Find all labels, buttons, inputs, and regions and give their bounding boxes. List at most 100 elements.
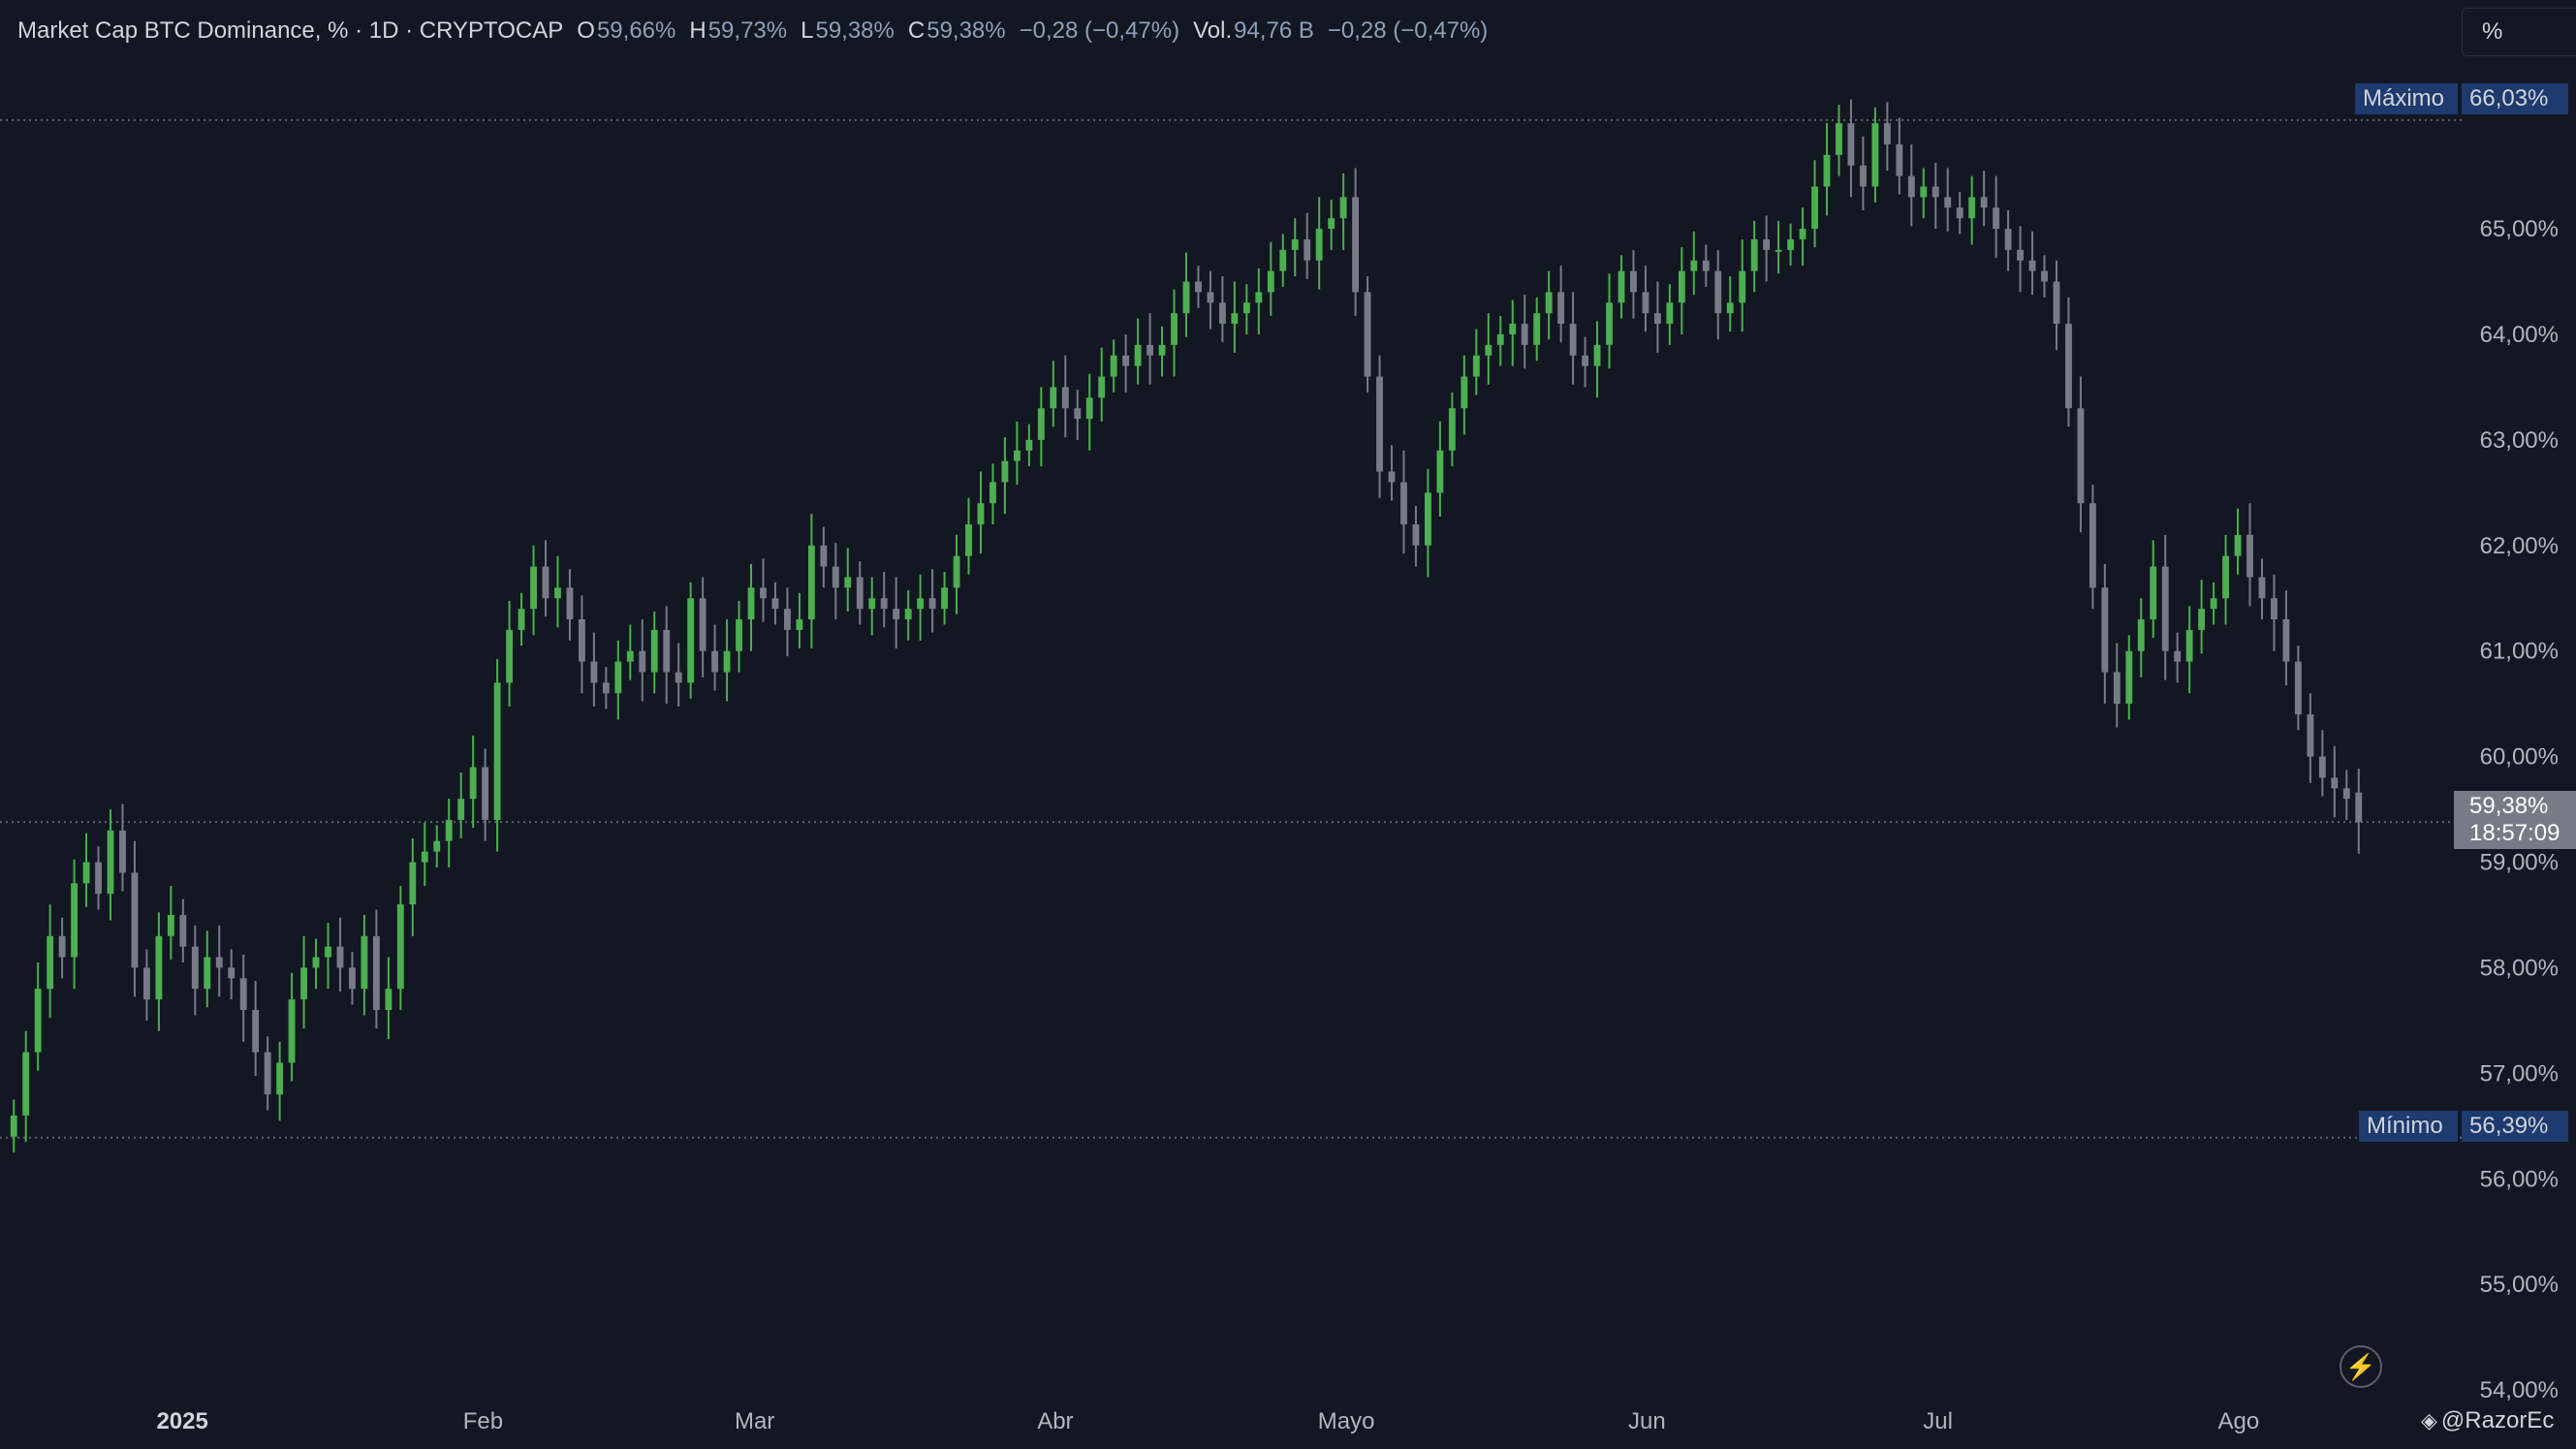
time-axis[interactable]: 2025 Feb Mar Abr Mayo Jun Jul Ago: [156, 1408, 2259, 1434]
candle-body: [215, 957, 223, 968]
candle-body: [1364, 292, 1371, 377]
candle-body: [2077, 408, 2085, 504]
candle-body: [71, 883, 79, 958]
candle-body: [1061, 387, 1069, 409]
candle-body: [2318, 756, 2326, 778]
candle-body: [2053, 281, 2060, 325]
candle-body: [167, 914, 174, 936]
candle-body: [10, 1115, 17, 1137]
y-tick-label: 65,00%: [2480, 216, 2559, 242]
candle-body: [2246, 534, 2253, 578]
lightning-icon[interactable]: ⚡: [2340, 1345, 2382, 1388]
candle-body: [421, 851, 428, 863]
candle-body: [1472, 355, 1480, 377]
candle-body: [1496, 333, 1504, 345]
candle-body: [1207, 292, 1214, 303]
candle-body: [1630, 270, 1637, 293]
percent-scale-button[interactable]: %: [2462, 8, 2576, 56]
candle-body: [990, 482, 996, 504]
candle-body: [1920, 186, 1928, 198]
price-axis[interactable]: 54,00% 55,00% 56,00% 57,00% 58,00% 59,00% 60,0…: [2480, 216, 2559, 1403]
candle-body: [493, 682, 501, 820]
candle-body: [252, 1010, 260, 1053]
y-tick-label: 61,00%: [2480, 639, 2559, 665]
candle-body: [614, 661, 622, 694]
candle-body: [1110, 355, 1117, 377]
candle-body: [675, 672, 682, 683]
y-tick-label: 63,00%: [2480, 427, 2559, 454]
candle-body: [602, 682, 610, 694]
symbol-title[interactable]: Market Cap BTC Dominance, % · 1D · CRYPT…: [17, 17, 564, 44]
candle-body: [699, 598, 707, 651]
candle-body: [58, 935, 66, 958]
candle-body: [34, 989, 42, 1053]
candle-body: [372, 935, 380, 1011]
candle-body: [276, 1062, 284, 1095]
candle-body: [1739, 270, 1746, 303]
candle-body: [1013, 450, 1021, 461]
candle-body: [1702, 260, 1710, 271]
candle-body: [482, 767, 489, 820]
candle-body: [1690, 260, 1698, 271]
candle-body: [2113, 672, 2120, 705]
candle-body: [300, 967, 307, 1000]
candle-body: [566, 587, 574, 620]
candle-body: [542, 566, 550, 599]
candle-body: [119, 830, 126, 873]
candle-body: [1195, 281, 1202, 293]
candle-body: [1545, 292, 1553, 314]
x-tick-label: Feb: [463, 1408, 503, 1434]
candle-body: [2017, 249, 2024, 261]
candle-body: [578, 619, 585, 662]
watermark-text: @RazorEc: [2440, 1407, 2555, 1433]
candle-body: [1569, 324, 1577, 356]
candle-body: [1775, 249, 1782, 252]
high-value: H 59,73%: [689, 17, 788, 44]
candle-body: [590, 661, 598, 683]
candle-body: [1400, 482, 1407, 525]
candle-body: [2282, 619, 2290, 662]
candle-body: [1509, 324, 1517, 334]
candle-body: [771, 598, 779, 610]
candle-body: [723, 650, 731, 673]
candle-body: [1425, 492, 1431, 546]
candle-body: [1907, 175, 1915, 198]
candle-body: [95, 862, 102, 895]
candle-body: [1799, 229, 1806, 239]
candle-body: [977, 503, 985, 525]
candle-body: [433, 840, 441, 852]
last-price-badge: 59,38% 18:57:09: [2454, 791, 2576, 849]
candle-body: [2137, 619, 2145, 651]
candle-body: [325, 946, 331, 958]
candle-body: [1823, 154, 1831, 187]
candle-body: [904, 609, 912, 620]
candle-body: [2185, 629, 2193, 662]
candle-body: [1582, 355, 1588, 366]
x-tick-label: Mar: [735, 1408, 774, 1434]
candle-body: [1606, 302, 1613, 345]
candle-body: [82, 862, 90, 884]
change-value: −0,28 (−0,47%): [1019, 17, 1180, 44]
candle-body: [1618, 270, 1625, 303]
candle-body: [687, 598, 695, 683]
candle-body: [1037, 408, 1045, 440]
candle-body: [349, 967, 356, 990]
candle-body: [1218, 302, 1226, 325]
candle-body: [844, 577, 852, 588]
candle-body: [832, 566, 839, 588]
candle-body: [1171, 313, 1178, 345]
candle-body: [131, 872, 139, 968]
candle-body: [1666, 302, 1674, 325]
candle-body: [1255, 292, 1263, 303]
candle-body: [2125, 650, 2133, 705]
candle-body: [1968, 197, 1976, 219]
candle-body: [1763, 238, 1771, 250]
candle-body: [663, 629, 671, 673]
candle-body: [1678, 270, 1685, 303]
candle-body: [2089, 503, 2096, 588]
candle-body: [312, 957, 320, 968]
candle-body: [2307, 714, 2314, 757]
candle-body: [142, 967, 150, 1000]
